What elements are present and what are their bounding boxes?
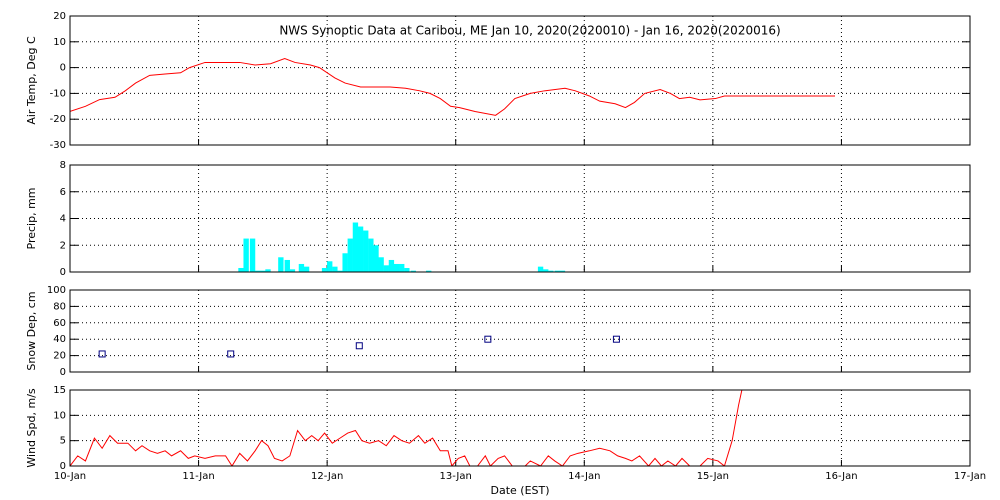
y-tick-label: 0: [60, 367, 66, 378]
bar: [363, 230, 369, 272]
bar: [284, 259, 290, 272]
marker: [98, 350, 106, 358]
plot-area: [238, 222, 566, 272]
chart-title: NWS Synoptic Data at Caribou, ME Jan 10,…: [279, 24, 780, 38]
x-tick-label: 11-Jan: [182, 471, 214, 482]
y-axis-label: Air Temp, Deg C: [25, 36, 38, 125]
x-tick-label: 17-Jan: [954, 471, 986, 482]
y-tick-label: 2: [60, 240, 66, 251]
bar: [347, 238, 353, 272]
frame: [69, 15, 971, 146]
y-tick-label: 15: [53, 385, 66, 396]
frame: [69, 164, 971, 273]
y-axis-label: Precip, mm: [25, 188, 38, 250]
bar: [243, 238, 249, 272]
y-tick-label: -10: [50, 88, 66, 99]
y-axis-label: Snow Dep, cm: [25, 291, 38, 370]
bar: [289, 269, 296, 272]
y-tick-label: -20: [50, 114, 66, 125]
marker: [484, 335, 492, 343]
x-axis-label: Date (EST): [490, 484, 549, 497]
bar: [399, 263, 405, 272]
plot-area: [70, 58, 835, 116]
bar: [373, 245, 379, 272]
bar: [260, 270, 266, 272]
y-tick-label: 0: [60, 461, 66, 472]
frame: [69, 289, 971, 373]
bar: [393, 263, 400, 272]
bar: [303, 266, 310, 272]
x-tick-label: 10-Jan: [54, 471, 86, 482]
bar: [249, 238, 256, 272]
bar: [357, 226, 364, 272]
y-tick-label: 0: [60, 63, 66, 74]
bar: [265, 269, 271, 272]
bar: [342, 253, 348, 272]
x-tick-label: 13-Jan: [440, 471, 472, 482]
y-tick-label: 100: [47, 285, 66, 296]
line: [70, 390, 743, 466]
y-tick-label: 6: [60, 187, 66, 198]
bar: [404, 267, 410, 272]
bar: [383, 265, 389, 272]
y-tick-label: 10: [53, 37, 66, 48]
bar: [238, 267, 244, 272]
bar: [554, 270, 560, 272]
bar: [352, 222, 359, 272]
bar: [368, 238, 374, 272]
x-tick-label: 16-Jan: [825, 471, 857, 482]
bar: [559, 270, 566, 272]
marker: [355, 342, 363, 350]
bar: [255, 270, 261, 272]
marker: [612, 335, 620, 343]
y-tick-label: 20: [53, 11, 66, 22]
bar: [548, 270, 554, 272]
bar: [410, 270, 416, 272]
bar: [378, 257, 384, 272]
bar: [537, 266, 544, 272]
line: [70, 58, 835, 116]
bar: [426, 270, 432, 272]
y-tick-label: 5: [60, 436, 66, 447]
y-tick-label: 40: [53, 334, 66, 345]
frame: [69, 389, 971, 467]
y-tick-label: 4: [60, 214, 66, 225]
y-tick-label: 8: [60, 160, 66, 171]
bar: [321, 267, 328, 272]
bar: [298, 263, 305, 272]
bar: [278, 257, 284, 272]
bar: [543, 269, 549, 272]
bar: [388, 259, 395, 272]
y-axis-label: Wind Spd, m/s: [25, 388, 38, 468]
marker: [227, 350, 235, 358]
bar: [332, 266, 338, 272]
y-tick-label: -30: [50, 140, 66, 151]
y-tick-label: 0: [60, 267, 66, 278]
y-tick-label: 60: [53, 318, 66, 329]
y-tick-label: 80: [53, 301, 66, 312]
plot-area: [70, 390, 743, 466]
bar: [337, 270, 343, 272]
y-tick-label: 10: [53, 410, 66, 421]
x-tick-label: 12-Jan: [311, 471, 343, 482]
x-tick-label: 15-Jan: [697, 471, 729, 482]
bar: [327, 261, 333, 272]
y-tick-label: 20: [53, 351, 66, 362]
plot-area: [98, 335, 620, 358]
x-tick-label: 14-Jan: [568, 471, 600, 482]
